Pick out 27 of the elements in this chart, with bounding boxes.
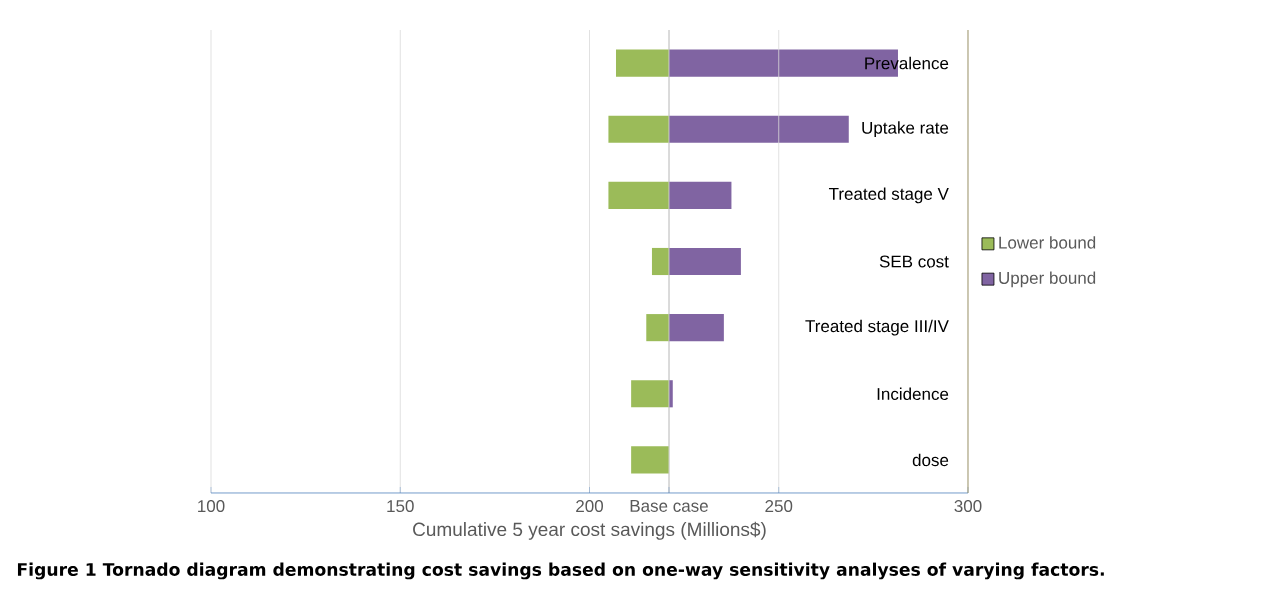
bar [608, 115, 669, 143]
y-tick-label: Treated stage V [828, 187, 949, 204]
caption: Figure 1 Tornado diagram demonstrating cost savings based on one-way sensitivity analyses of varying factors. [17, 562, 1104, 580]
bar [631, 446, 669, 474]
x-tick-label: 200 [576, 500, 604, 513]
bar [668, 181, 732, 209]
bar [668, 314, 724, 342]
y-tick-label: Incidence [877, 387, 949, 401]
bar [608, 181, 669, 209]
bar [668, 247, 741, 276]
legend-label: Lower bound [999, 236, 1096, 249]
bar [631, 380, 669, 408]
bar [615, 49, 669, 77]
x-axis-title: Cumulative 5 year cost savings (Millions$) [413, 521, 766, 540]
x-tick-label: 300 [954, 500, 982, 513]
x-tick-label: 150 [387, 500, 414, 513]
bar [651, 247, 669, 276]
legend-label: Upper bound [999, 271, 1096, 288]
x-tick-label: 250 [765, 500, 793, 513]
y-tick-label: Treated stage III/IV [805, 319, 949, 336]
bar [668, 115, 849, 143]
y-tick-label: SEB cost [879, 255, 949, 268]
y-tick-label: dose [912, 453, 949, 467]
x-tick-label: 100 [198, 500, 225, 513]
bar [646, 314, 669, 342]
y-tick-label: Uptake rate [862, 121, 949, 138]
x-tick-label: Base case [630, 500, 708, 512]
